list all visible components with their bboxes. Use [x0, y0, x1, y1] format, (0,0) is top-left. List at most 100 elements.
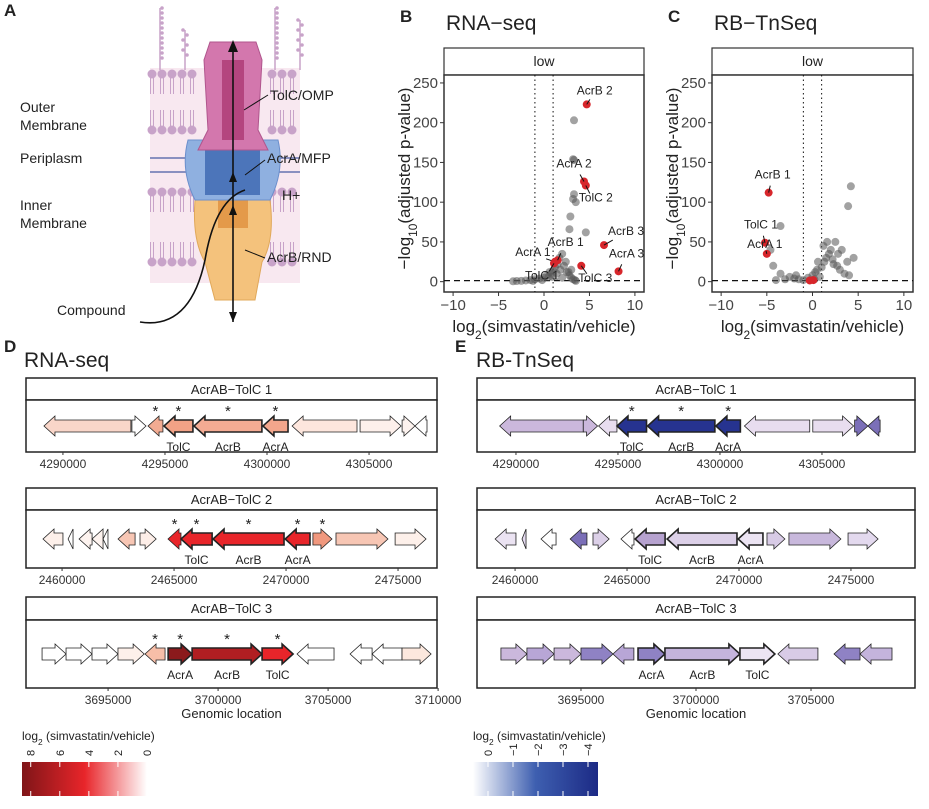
gene-arrow: [500, 643, 528, 665]
gene-arrow: [592, 528, 610, 550]
x-axis-label: Genomic location: [646, 706, 746, 721]
lps-sugar: [160, 56, 164, 60]
label-leader: [618, 264, 623, 272]
lipid-head: [277, 125, 287, 135]
label-leader: [579, 174, 585, 182]
point-label: AcrA 1: [747, 237, 783, 251]
y-tick-label: 250: [681, 75, 706, 92]
data-point: [845, 271, 854, 280]
x-tick-label: 3695000: [85, 693, 132, 707]
lipid-head: [167, 125, 177, 135]
significance-star: *: [152, 631, 158, 648]
gene-arrow: [211, 527, 285, 551]
x-tick-label: −10: [440, 297, 465, 314]
locus-2: AcrAB−TolC 2 TolC AcrB AcrA 2460000 2465000 24…: [476, 487, 916, 587]
x-axis-label: log2(simvastatin/vehicle): [721, 317, 904, 342]
data-point: [785, 272, 794, 281]
gene-arrow: [620, 528, 635, 550]
label-inner-membrane-2: Membrane: [20, 215, 87, 231]
gene-arrow: [65, 643, 93, 665]
lipid-head: [157, 69, 167, 79]
gene-arrow: [743, 415, 811, 437]
gene-arrow: [144, 643, 166, 665]
x-tick-label: −10: [708, 297, 733, 314]
lps-sugar: [181, 48, 185, 52]
lps-sugar: [181, 38, 185, 42]
x-tick-label: 0: [540, 297, 548, 314]
significance-star: *: [153, 403, 159, 420]
lps-sugar: [275, 16, 279, 20]
label-leader: [765, 250, 768, 254]
x-tick-label: 3700000: [673, 693, 720, 707]
x-tick-label: 2475000: [828, 573, 875, 587]
gene-arrow: [859, 643, 893, 665]
plot-title: RB−TnSeq: [714, 12, 817, 35]
lipid-head: [277, 69, 287, 79]
data-point: [561, 257, 570, 266]
gene-label: AcrB: [668, 440, 694, 454]
data-point: [570, 276, 579, 285]
color-bar-label: −2: [533, 743, 545, 756]
lipid-head: [287, 187, 297, 197]
gene-arrow: [41, 643, 67, 665]
lipid-head: [277, 187, 287, 197]
gene-arrow: [615, 414, 648, 438]
lipid-head: [177, 69, 187, 79]
point-label: TolC 2: [579, 190, 613, 204]
color-bar-label: 4: [84, 750, 96, 756]
lipid-head: [177, 187, 187, 197]
point-label: AcrB 1: [755, 168, 791, 182]
gene-label: TolC: [745, 668, 769, 682]
x-axis-label: Genomic location: [181, 706, 281, 721]
label-outer-membrane-2: Membrane: [20, 117, 87, 133]
x-tick-label: 10: [627, 297, 644, 314]
lps-sugar: [275, 26, 279, 30]
significance-star: *: [275, 631, 281, 648]
highlighted-point: [809, 276, 818, 285]
gene-label: TolC: [185, 553, 209, 567]
point-label: AcrB 1: [548, 235, 584, 249]
label-leader: [762, 235, 766, 243]
x-tick-label: 4290000: [40, 457, 87, 471]
x-tick-label: 2465000: [151, 573, 198, 587]
data-point: [844, 202, 853, 211]
y-axis-label: −log10(adjusted p-value): [663, 88, 688, 270]
arrow-head-icon: [229, 312, 237, 322]
lps-sugar: [296, 38, 300, 42]
lipid-head: [267, 125, 277, 135]
x-tick-label: 5: [585, 297, 593, 314]
gene-arrow: [335, 528, 389, 550]
color-bar-label: −3: [558, 743, 570, 756]
gene-arrow: [597, 415, 618, 437]
x-tick-label: 4305000: [346, 457, 393, 471]
gene-arrow: [582, 415, 599, 437]
gene-arrow: [847, 528, 879, 550]
data-point: [570, 156, 578, 165]
lipid-head: [167, 257, 177, 267]
color-bar-label: −4: [583, 743, 595, 756]
lipid-head: [167, 69, 177, 79]
lps-sugar: [185, 33, 189, 37]
lps-sugar: [160, 36, 164, 40]
locus-title: AcrAB−TolC 2: [191, 492, 272, 507]
gene-arrow: [664, 642, 742, 666]
significance-star: *: [725, 403, 731, 420]
x-tick-label: 4300000: [697, 457, 744, 471]
panel-label-e: E: [455, 337, 466, 356]
arrow-head-icon: [229, 205, 237, 215]
x-tick-label: 2470000: [263, 573, 310, 587]
lps-chains: [159, 6, 304, 70]
lps-sugar: [160, 11, 164, 15]
legend-title: log2 (simvastatin/vehicle): [22, 729, 155, 747]
point-label: TolC 3: [578, 271, 612, 285]
significance-star: *: [177, 631, 183, 648]
x-tick-label: 4305000: [799, 457, 846, 471]
gene-arrow: [833, 643, 861, 665]
y-tick-label: 150: [413, 154, 438, 171]
x-tick-label: −5: [758, 297, 775, 314]
data-point: [581, 228, 590, 237]
gene-arrow: [296, 643, 335, 665]
gene-arrow: [665, 527, 738, 551]
gene-label: TolC: [266, 668, 290, 682]
